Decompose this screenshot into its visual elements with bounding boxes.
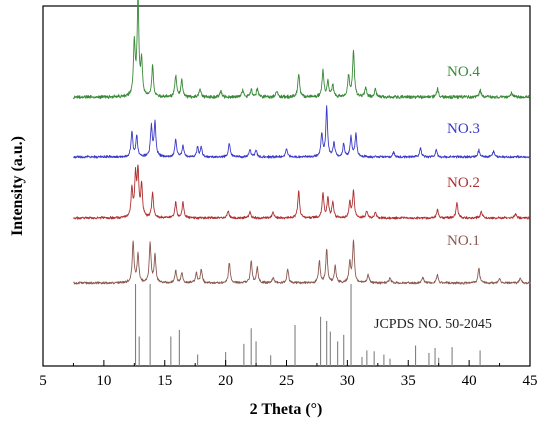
series-line-no2 xyxy=(73,164,531,220)
series-line-no1 xyxy=(73,239,531,285)
x-tick-label-45: 45 xyxy=(523,373,538,389)
series-label-no3: NO.3 xyxy=(447,121,480,137)
x-tick-label-25: 25 xyxy=(279,373,294,389)
reference-label: JCPDS NO. 50-2045 xyxy=(374,317,492,332)
series-group xyxy=(72,0,531,285)
x-axis-ticks: 5 10 15 20 25 30 35 40 45 xyxy=(39,360,538,389)
x-tick-label-35: 35 xyxy=(401,373,416,389)
series-line-no3 xyxy=(73,105,531,159)
x-axis-title: 2 Theta (°) xyxy=(250,401,323,418)
series-label-no4: NO.4 xyxy=(447,64,480,80)
y-axis-title: Intensity (a.u.) xyxy=(9,136,26,236)
x-tick-label-15: 15 xyxy=(157,373,172,389)
series-label-no2: NO.2 xyxy=(447,175,480,191)
x-tick-label-20: 20 xyxy=(218,373,233,389)
x-tick-label-30: 30 xyxy=(340,373,355,389)
series-label-no1: NO.1 xyxy=(447,233,480,249)
reference-lines xyxy=(134,284,481,366)
x-tick-label-5: 5 xyxy=(39,373,47,389)
series-line-no4 xyxy=(72,0,531,100)
x-tick-label-40: 40 xyxy=(462,373,477,389)
x-tick-label-10: 10 xyxy=(96,373,111,389)
